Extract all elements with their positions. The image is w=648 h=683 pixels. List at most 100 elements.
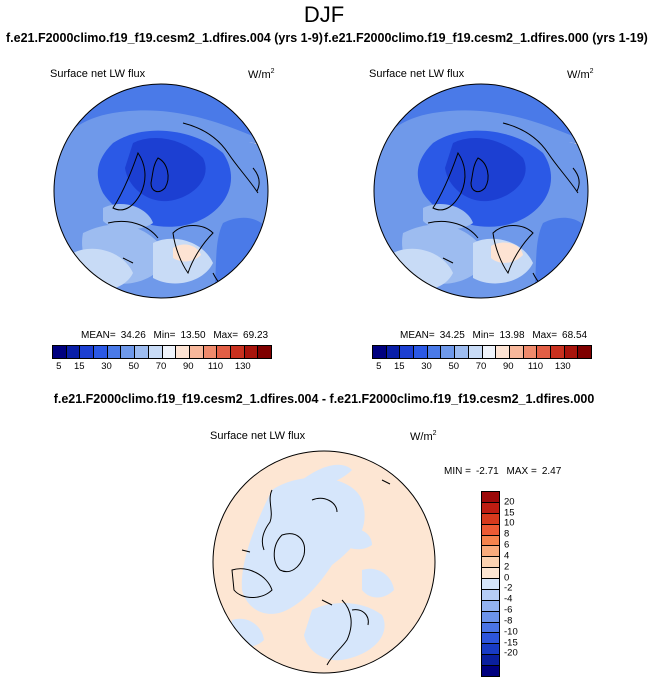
colorbar-tick-label: 5 (376, 361, 382, 372)
colorbar-swatch (482, 492, 499, 503)
colorbar-swatch (66, 346, 81, 358)
colorbar-swatch (564, 346, 579, 358)
colorbar-swatch (400, 346, 415, 358)
colorbar-swatch (107, 346, 122, 358)
panel-right-title: f.e21.F2000climo.f19_f19.cesm2_1.dfires.… (324, 31, 648, 45)
colorbar-swatch (482, 535, 499, 547)
panel-left-stats: MEAN= 34.26 Min= 13.50 Max= 69.23 (81, 330, 269, 341)
colorbar-swatch (244, 346, 259, 358)
colorbar-tick-label: 50 (128, 361, 140, 372)
colorbar-swatch (482, 655, 499, 666)
diff-stats: MIN = -2.71 MAX = 2.47 (444, 466, 562, 477)
colorbar-tick-label: 130 (234, 361, 251, 372)
colorbar-swatch (482, 666, 499, 676)
colorbar-tick-label: 10 (504, 517, 515, 529)
panel-right-units: W/m2 (567, 68, 594, 81)
colorbar-swatch (441, 346, 456, 358)
colorbar-swatch (94, 346, 108, 358)
colorbar-swatch (414, 346, 428, 358)
colorbar-tick-label: 20 (504, 496, 515, 508)
panel-right-colorbar-ticks: 5 15 30 50 70 90 110 130 (372, 361, 592, 375)
colorbar-swatch (482, 557, 499, 569)
diff-colorbar (481, 491, 500, 677)
colorbar-tick-label: -10 (504, 626, 518, 638)
colorbar-swatch (482, 579, 499, 590)
panel-left-title: f.e21.F2000climo.f19_f19.cesm2_1.dfires.… (6, 31, 323, 45)
colorbar-tick-label: 30 (101, 361, 112, 372)
colorbar-tick-label: 2 (504, 561, 510, 573)
colorbar-swatch (135, 346, 149, 358)
colorbar-swatch (468, 346, 483, 358)
diff-units: W/m2 (410, 430, 437, 443)
colorbar-swatch (496, 346, 510, 358)
colorbar-tick-label: -8 (504, 615, 513, 627)
colorbar-swatch (482, 589, 499, 601)
colorbar-tick-label: 70 (155, 361, 167, 372)
colorbar-swatch (578, 346, 591, 358)
colorbar-swatch (482, 502, 499, 514)
colorbar-swatch (550, 346, 565, 358)
colorbar-tick-label: 5 (56, 361, 62, 372)
colorbar-tick-label: 30 (421, 361, 432, 372)
colorbar-swatch (482, 600, 499, 612)
colorbar-swatch (230, 346, 245, 358)
colorbar-swatch (53, 346, 67, 358)
colorbar-tick-label: 70 (475, 361, 487, 372)
colorbar-swatch (482, 633, 499, 645)
panel-left-colorbar-ticks: 5 15 30 50 70 90 110 130 (52, 361, 272, 375)
colorbar-swatch (217, 346, 231, 358)
colorbar-swatch (482, 546, 499, 558)
colorbar-swatch (148, 346, 163, 358)
panel-right-colorbar (372, 345, 592, 359)
colorbar-swatch (162, 346, 177, 358)
main-title: DJF (303, 2, 345, 27)
colorbar-tick-label: -15 (504, 637, 518, 649)
panel-right-stats: MEAN= 34.25 Min= 13.98 Max= 68.54 (400, 330, 588, 341)
colorbar-swatch (189, 346, 204, 358)
colorbar-swatch (121, 346, 136, 358)
colorbar-swatch (258, 346, 271, 358)
diff-map (212, 450, 436, 674)
colorbar-swatch (176, 346, 190, 358)
panel-left-colorbar (52, 345, 272, 359)
panel-right-variable-label: Surface net LW flux (369, 68, 465, 80)
colorbar-swatch (203, 346, 218, 358)
colorbar-swatch (482, 568, 499, 579)
colorbar-tick-label: -2 (504, 582, 513, 594)
panel-left-units: W/m2 (248, 68, 275, 81)
colorbar-tick-label: -6 (504, 604, 513, 616)
colorbar-swatch (523, 346, 538, 358)
colorbar-swatch (80, 346, 95, 358)
colorbar-swatch (482, 622, 499, 634)
colorbar-swatch (482, 346, 497, 358)
colorbar-swatch (482, 644, 499, 656)
colorbar-swatch (455, 346, 469, 358)
diff-title: f.e21.F2000climo.f19_f19.cesm2_1.dfires.… (53, 392, 595, 406)
colorbar-tick-label: 6 (504, 539, 510, 551)
diff-colorbar-ticks: 20 15 10 8 6 4 2 0 -2 -4 -6 -8 -10 -15 -20 (504, 491, 534, 675)
colorbar-tick-label: 15 (504, 507, 515, 519)
colorbar-tick-label: 90 (182, 361, 194, 372)
colorbar-swatch (482, 513, 499, 525)
colorbar-swatch (373, 346, 387, 358)
panel-left-variable-label: Surface net LW flux (50, 68, 146, 80)
panel-left-map (53, 83, 269, 299)
colorbar-tick-label: 50 (448, 361, 460, 372)
colorbar-swatch (482, 611, 499, 623)
colorbar-swatch (482, 524, 499, 536)
colorbar-tick-label: 15 (73, 361, 85, 372)
colorbar-tick-label: 4 (504, 550, 510, 562)
colorbar-swatch (509, 346, 524, 358)
colorbar-tick-label: 8 (504, 528, 510, 540)
colorbar-tick-label: 0 (504, 572, 510, 584)
colorbar-swatch (427, 346, 442, 358)
colorbar-tick-label: 110 (527, 361, 544, 372)
panel-right-map (373, 83, 589, 299)
diff-variable-label: Surface net LW flux (210, 430, 306, 442)
colorbar-swatch (537, 346, 551, 358)
colorbar-tick-label: 110 (207, 361, 224, 372)
colorbar-tick-label: -4 (504, 593, 513, 605)
colorbar-tick-label: -20 (504, 647, 518, 659)
colorbar-swatch (386, 346, 401, 358)
colorbar-tick-label: 90 (502, 361, 514, 372)
